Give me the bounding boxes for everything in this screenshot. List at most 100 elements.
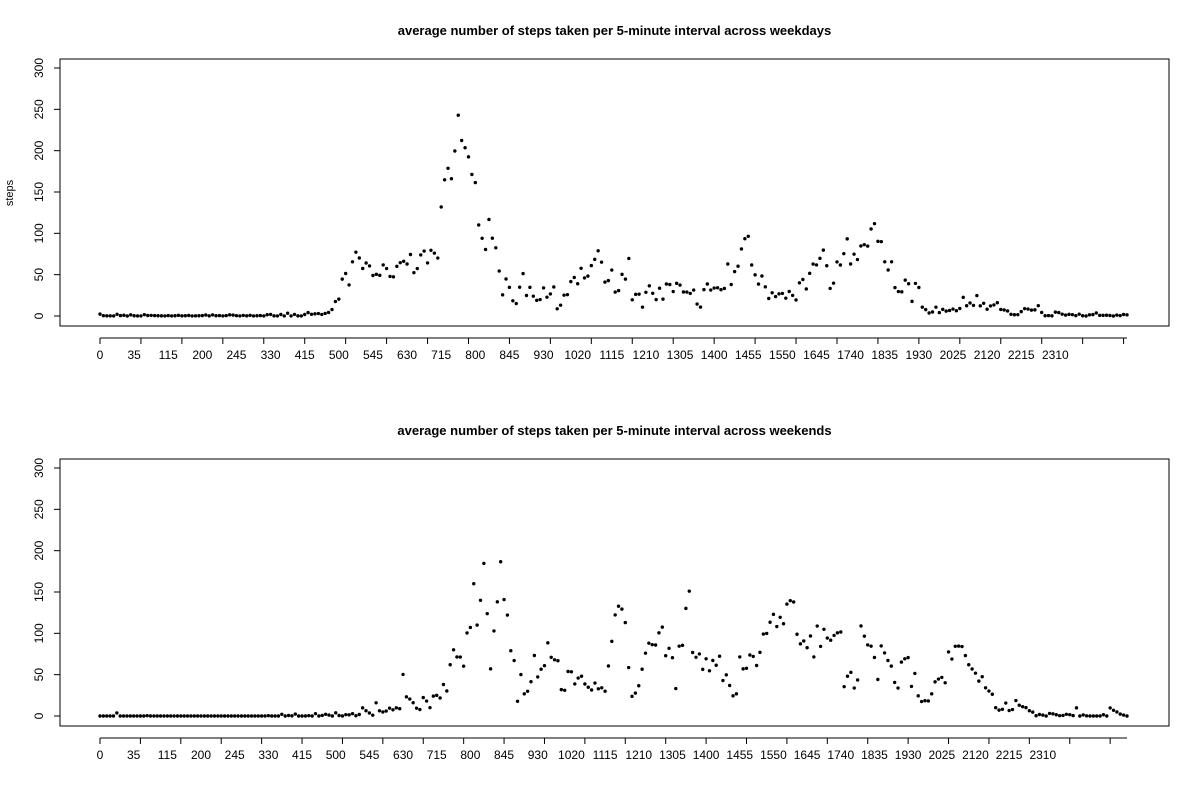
x-tick-label: 1455 bbox=[726, 748, 753, 762]
data-point bbox=[569, 279, 573, 284]
data-point bbox=[108, 314, 112, 318]
data-point bbox=[731, 694, 735, 698]
data-point bbox=[1098, 313, 1102, 318]
data-point bbox=[668, 282, 672, 287]
data-point bbox=[135, 714, 139, 718]
data-point bbox=[562, 293, 566, 297]
data-point bbox=[458, 655, 462, 659]
data-point bbox=[189, 714, 193, 718]
data-point bbox=[531, 294, 536, 298]
x-tick-label: 1115 bbox=[599, 348, 624, 362]
data-point bbox=[239, 714, 244, 718]
data-point bbox=[158, 714, 163, 718]
data-point bbox=[187, 313, 191, 318]
data-point bbox=[125, 314, 129, 318]
data-point bbox=[732, 269, 737, 274]
data-point bbox=[169, 714, 173, 718]
data-point bbox=[848, 262, 853, 266]
data-point bbox=[677, 644, 681, 648]
data-point bbox=[442, 178, 447, 182]
data-point bbox=[492, 629, 496, 633]
data-point bbox=[802, 639, 806, 643]
data-point bbox=[995, 300, 1000, 305]
data-point bbox=[1091, 312, 1095, 317]
data-point bbox=[478, 598, 483, 602]
data-point bbox=[1078, 714, 1082, 718]
x-tick-label: 500 bbox=[329, 348, 349, 362]
data-point bbox=[1029, 308, 1034, 312]
data-point bbox=[207, 314, 211, 318]
data-point bbox=[219, 714, 223, 718]
data-point bbox=[715, 286, 720, 290]
data-point bbox=[944, 309, 948, 313]
chart-title: average number of steps taken per 5-minu… bbox=[397, 423, 831, 438]
data-point bbox=[876, 239, 880, 244]
y-tick-label: 200 bbox=[32, 140, 46, 160]
data-point bbox=[381, 263, 385, 267]
y-tick-label: 50 bbox=[32, 668, 46, 682]
data-point bbox=[306, 310, 310, 315]
x-tick-label: 2120 bbox=[962, 748, 989, 762]
data-point bbox=[350, 260, 355, 264]
data-point bbox=[1036, 303, 1040, 308]
data-point bbox=[919, 699, 924, 704]
data-point bbox=[1094, 311, 1098, 315]
data-point bbox=[524, 293, 529, 298]
data-point bbox=[439, 205, 443, 209]
data-point bbox=[500, 293, 505, 297]
data-series bbox=[98, 560, 1129, 718]
x-tick-label: 2310 bbox=[1042, 348, 1069, 362]
data-point bbox=[958, 306, 962, 311]
data-point bbox=[195, 714, 200, 718]
data-point bbox=[879, 239, 884, 244]
data-point bbox=[558, 303, 563, 307]
data-point bbox=[320, 713, 324, 718]
data-point bbox=[512, 658, 516, 663]
data-point bbox=[596, 249, 600, 253]
data-point bbox=[739, 247, 744, 251]
data-point bbox=[815, 624, 819, 628]
data-point bbox=[193, 314, 198, 318]
data-point bbox=[255, 314, 259, 318]
data-point bbox=[231, 313, 235, 317]
data-point bbox=[453, 149, 457, 153]
data-point bbox=[862, 242, 866, 247]
data-point bbox=[943, 681, 947, 685]
data-point bbox=[270, 714, 274, 718]
data-point bbox=[852, 252, 856, 256]
data-point bbox=[1098, 714, 1102, 718]
data-point bbox=[532, 653, 537, 658]
data-point bbox=[831, 281, 836, 285]
data-point bbox=[763, 285, 768, 289]
data-point bbox=[162, 714, 166, 718]
data-point bbox=[522, 692, 526, 696]
data-point bbox=[488, 667, 493, 671]
data-point bbox=[599, 260, 604, 264]
data-point bbox=[414, 706, 419, 710]
data-point bbox=[483, 247, 488, 252]
data-point bbox=[448, 663, 452, 667]
x-tick-label: 1930 bbox=[895, 748, 922, 762]
data-point bbox=[690, 650, 695, 655]
x-tick-label: 930 bbox=[534, 348, 554, 362]
x-tick-label: 330 bbox=[261, 348, 281, 362]
data-point bbox=[695, 302, 699, 306]
data-point bbox=[509, 648, 513, 653]
x-tick-label: 415 bbox=[295, 348, 315, 362]
data-point bbox=[251, 314, 256, 318]
x-tick-label: 500 bbox=[326, 748, 346, 762]
data-point bbox=[661, 297, 665, 301]
x-tick-label: 630 bbox=[397, 348, 417, 362]
data-point bbox=[249, 714, 254, 718]
data-point bbox=[419, 253, 423, 257]
data-point bbox=[978, 304, 982, 308]
data-point bbox=[1101, 313, 1105, 318]
data-point bbox=[333, 299, 338, 304]
data-point bbox=[202, 714, 207, 718]
data-point bbox=[855, 678, 860, 682]
data-point bbox=[185, 714, 190, 718]
data-point bbox=[1005, 309, 1010, 313]
data-point bbox=[805, 646, 809, 650]
data-point bbox=[285, 311, 290, 315]
